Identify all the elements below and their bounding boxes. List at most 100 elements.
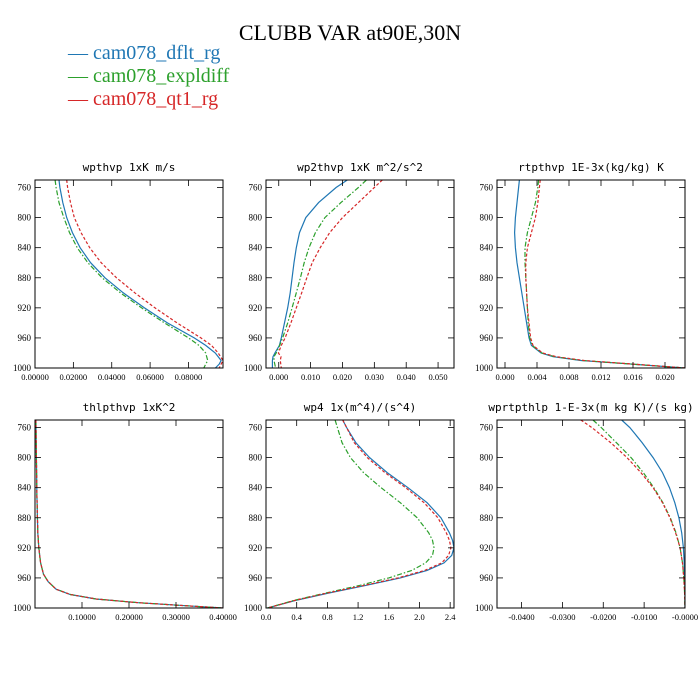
series-line-cam078_expldiff <box>35 420 223 608</box>
y-tick-label: 920 <box>480 543 494 553</box>
y-tick-label: 760 <box>18 183 32 193</box>
y-tick-label: 1000 <box>13 603 32 613</box>
x-tick-label: -0.0300 <box>549 612 575 622</box>
chart-panel: wp4 1x(m^4)/(s^4)76080084088092096010000… <box>244 401 456 622</box>
y-tick-label: 960 <box>18 573 32 583</box>
legend-label: cam078_expldiff <box>93 65 230 87</box>
x-tick-label: 0.000 <box>269 372 288 382</box>
y-tick-label: 880 <box>249 513 263 523</box>
series-line-cam078_dflt_rg <box>621 420 685 608</box>
y-tick-label: 760 <box>18 423 32 433</box>
x-tick-label: 0.040 <box>397 372 416 382</box>
x-tick-label: 1.2 <box>353 612 364 622</box>
y-tick-label: 880 <box>18 513 32 523</box>
series-line-cam078_expldiff <box>54 180 209 368</box>
series-line-cam078_expldiff <box>267 420 435 608</box>
series-line-cam078_qt1_rg <box>35 420 223 608</box>
y-tick-label: 960 <box>249 573 263 583</box>
y-tick-label: 760 <box>480 183 494 193</box>
y-tick-label: 960 <box>249 333 263 343</box>
y-tick-label: 1000 <box>475 603 494 613</box>
x-tick-label: -0.0100 <box>631 612 657 622</box>
y-tick-label: 960 <box>480 573 494 583</box>
legend: — cam078_dflt_rg — cam078_expldiff — cam… <box>68 42 229 111</box>
x-tick-label: 0.00000 <box>21 372 49 382</box>
series-line-cam078_expldiff <box>524 180 685 368</box>
y-tick-label: 800 <box>480 213 494 223</box>
panel-title: wprtpthlp 1-E-3x(m kg K)/(s kg) <box>488 401 693 414</box>
legend-item: — cam078_dflt_rg <box>68 42 229 65</box>
y-tick-label: 880 <box>480 513 494 523</box>
y-tick-label: 840 <box>480 243 494 253</box>
x-tick-label: 0.016 <box>623 372 642 382</box>
y-tick-label: 960 <box>480 333 494 343</box>
series-line-cam078_qt1_rg <box>267 420 452 608</box>
x-tick-label: 0.0 <box>261 612 272 622</box>
y-tick-label: 920 <box>480 303 494 313</box>
legend-item: — cam078_qt1_rg <box>68 88 229 111</box>
x-tick-label: 1.6 <box>383 612 394 622</box>
y-tick-label: 880 <box>249 273 263 283</box>
panel-title: thlpthvp 1xK^2 <box>83 401 176 414</box>
chart-panel: wpthvp 1xK m/s 760 800 840 880 920 960 10000.00… <box>13 161 224 382</box>
legend-label: cam078_dflt_rg <box>93 42 221 64</box>
x-tick-label: 0.008 <box>559 372 578 382</box>
plot-frame <box>265 179 455 369</box>
series-line-cam078_dflt_rg <box>35 420 223 608</box>
x-tick-label: 0.04000 <box>98 372 126 382</box>
y-tick-label: 800 <box>18 213 32 223</box>
y-tick-label: 800 <box>18 453 32 463</box>
y-tick-label: 1000 <box>475 363 494 373</box>
y-tick-label: 960 <box>18 333 32 343</box>
series-line-cam078_qt1_rg <box>525 180 685 368</box>
y-tick-label: 760 <box>480 423 494 433</box>
series-line-cam078_expldiff <box>273 180 367 368</box>
x-tick-label: 0.012 <box>591 372 610 382</box>
x-tick-label: 2.4 <box>445 612 456 622</box>
legend-label: cam078_qt1_rg <box>93 88 219 110</box>
y-tick-label: 880 <box>18 273 32 283</box>
y-tick-label: 800 <box>249 213 263 223</box>
x-tick-label: -0.0000 <box>672 612 698 622</box>
legend-swatch: — <box>68 65 88 87</box>
series-line-cam078_dflt_rg <box>513 180 685 368</box>
legend-swatch: — <box>68 42 88 64</box>
chart-panel: rtpthvp 1E-3x(kg/kg) K 760 800 840 880 920 960… <box>475 161 686 382</box>
x-tick-label: 2.0 <box>414 612 425 622</box>
y-tick-label: 840 <box>480 483 494 493</box>
y-tick-label: 800 <box>480 453 494 463</box>
x-tick-label: 0.004 <box>527 372 547 382</box>
y-tick-label: 920 <box>18 303 32 313</box>
plot-frame <box>496 419 686 609</box>
x-tick-label: 0.020 <box>333 372 352 382</box>
y-tick-label: 840 <box>18 243 32 253</box>
x-tick-label: 0.8 <box>322 612 333 622</box>
chart-panel: thlpthvp 1xK^2 760 800 840 880 920 960 1000 0.10… <box>13 401 237 622</box>
series-line-cam078_dflt_rg <box>271 180 348 368</box>
plot-frame <box>265 419 455 609</box>
x-tick-label: 0.10000 <box>68 612 96 622</box>
x-tick-label: 0.02000 <box>60 372 88 382</box>
panel-title: wpthvp 1xK m/s <box>83 161 176 174</box>
x-tick-label: 0.050 <box>429 372 448 382</box>
y-tick-label: 840 <box>249 483 263 493</box>
y-tick-label: 920 <box>249 303 263 313</box>
panel-title: rtpthvp 1E-3x(kg/kg) K <box>518 161 664 174</box>
series-line-cam078_dflt_rg <box>58 180 222 368</box>
plot-frame <box>34 179 224 369</box>
panel-title: wp4 1x(m^4)/(s^4) <box>304 401 417 414</box>
x-tick-label: 0.08000 <box>175 372 203 382</box>
y-tick-label: 840 <box>18 483 32 493</box>
series-line-cam078_expldiff <box>592 420 685 608</box>
x-tick-label: 0.06000 <box>136 372 164 382</box>
plot-frame <box>496 179 686 369</box>
y-tick-label: 1000 <box>244 363 263 373</box>
x-tick-label: 0.40000 <box>209 612 237 622</box>
x-tick-label: 0.30000 <box>162 612 190 622</box>
series-line-cam078_qt1_rg <box>580 420 685 608</box>
y-tick-label: 800 <box>249 453 263 463</box>
x-tick-label: -0.0400 <box>508 612 534 622</box>
x-tick-label: 0.010 <box>301 372 320 382</box>
y-tick-label: 760 <box>249 423 263 433</box>
